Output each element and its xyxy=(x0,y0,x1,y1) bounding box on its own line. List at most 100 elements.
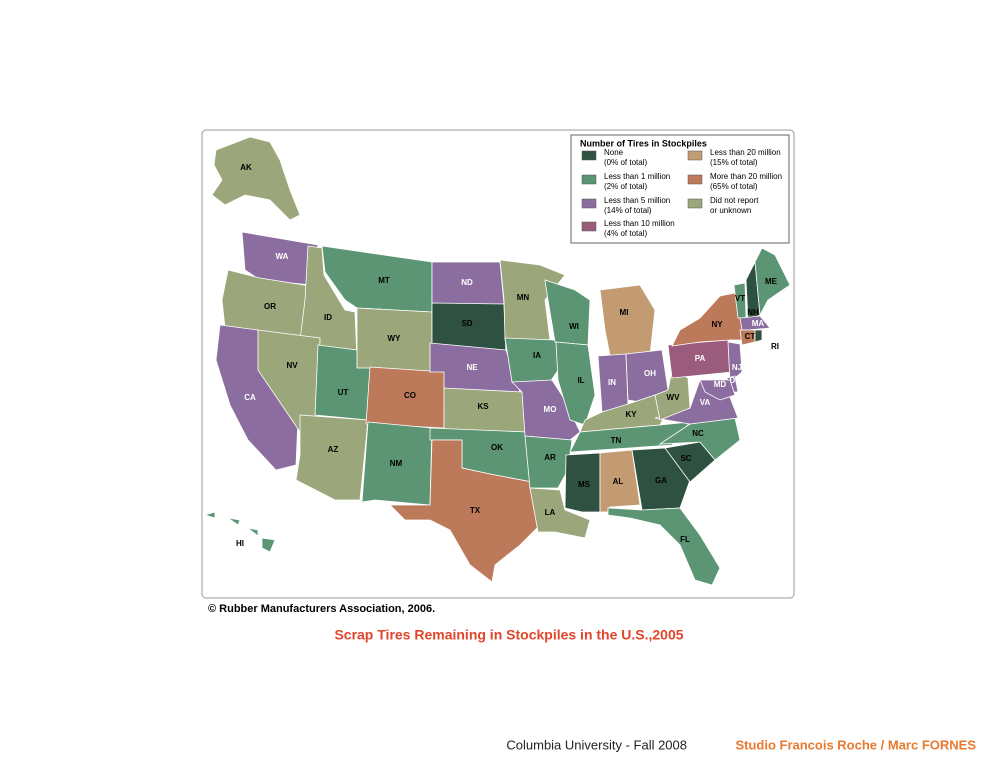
state-label: MN xyxy=(517,293,530,302)
state-shape xyxy=(499,259,566,341)
legend: Number of Tires in Stockpiles None(0% of… xyxy=(570,134,790,244)
state-label: NY xyxy=(711,320,723,329)
legend-label: Less than 10 million xyxy=(604,219,675,228)
state-shape xyxy=(247,527,259,537)
legend-label: None xyxy=(604,148,624,157)
state-label: ME xyxy=(765,277,778,286)
state-label: ID xyxy=(324,313,332,322)
state-label: NH xyxy=(747,308,759,317)
state-label: AZ xyxy=(328,445,339,454)
state-label: DE xyxy=(729,376,741,385)
state-shape xyxy=(529,487,591,539)
state-label: HI xyxy=(236,539,244,548)
legend-label: Less than 1 million xyxy=(604,172,670,181)
state-label: TX xyxy=(470,506,481,515)
state-label: VT xyxy=(735,294,745,303)
state-label: MA xyxy=(752,319,765,328)
state-label: NJ xyxy=(732,363,742,372)
state-label: AK xyxy=(240,163,252,172)
state-label: SC xyxy=(680,454,691,463)
state-shape xyxy=(599,284,656,357)
state-label: MO xyxy=(544,405,557,414)
state-label: WA xyxy=(276,252,289,261)
legend-share: (14% of total) xyxy=(604,206,652,215)
state-label: IA xyxy=(533,351,541,360)
legend-swatch xyxy=(687,150,703,161)
state-label: CA xyxy=(244,393,256,402)
state-shape xyxy=(739,315,771,331)
state-label: LA xyxy=(545,508,556,517)
state-shape xyxy=(754,247,791,317)
legend-share: (0% of total) xyxy=(604,158,647,167)
state-label: NC xyxy=(692,429,704,438)
state-label: MT xyxy=(378,276,390,285)
state-label: WV xyxy=(667,393,681,402)
state-label: AR xyxy=(544,453,556,462)
state-shape xyxy=(511,379,581,441)
legend-swatch xyxy=(687,174,703,185)
state-shape xyxy=(261,537,276,553)
source-note: © Rubber Manufacturers Association, 2006… xyxy=(208,603,435,615)
caption: Scrap Tires Remaining in Stockpiles in t… xyxy=(334,627,683,643)
state-shape xyxy=(299,245,358,361)
state-label: WI xyxy=(569,322,579,331)
legend-label: Less than 20 million xyxy=(710,148,781,157)
legend-swatch xyxy=(687,198,703,209)
legend-share: (2% of total) xyxy=(604,182,647,191)
state-shape xyxy=(631,447,691,511)
state-shape xyxy=(389,439,541,583)
state-label: TN xyxy=(611,436,622,445)
state-shape xyxy=(564,452,601,513)
state-label: NE xyxy=(466,363,478,372)
state-label: FL xyxy=(680,535,690,544)
state-label: NV xyxy=(286,361,298,370)
legend-swatch xyxy=(581,221,597,232)
legend-label: Did not report xyxy=(710,196,759,205)
legend-label: More than 20 million xyxy=(710,172,782,181)
state-label: MI xyxy=(620,308,629,317)
state-shape xyxy=(203,511,216,519)
state-shape xyxy=(654,369,691,421)
state-shape xyxy=(607,507,721,586)
state-label: WY xyxy=(388,334,402,343)
state-label: OK xyxy=(491,443,503,452)
state-label: VA xyxy=(700,398,711,407)
state-label: CT xyxy=(745,332,756,341)
state-label: MD xyxy=(714,380,727,389)
state-label: PA xyxy=(695,354,706,363)
state-shape xyxy=(727,341,743,383)
state-shape xyxy=(524,435,573,489)
footer-right: Studio Francois Roche / Marc FORNES xyxy=(735,737,976,752)
state-shape xyxy=(754,329,763,343)
state-label: GA xyxy=(655,476,667,485)
state-label: UT xyxy=(338,388,349,397)
legend-swatch xyxy=(581,150,597,161)
legend-title: Number of Tires in Stockpiles xyxy=(580,138,707,148)
legend-swatch xyxy=(581,174,597,185)
legend-box xyxy=(570,134,790,244)
state-label: AL xyxy=(613,477,624,486)
state-label: RI xyxy=(771,342,779,351)
state-shape xyxy=(211,136,301,221)
legend-share: (15% of total) xyxy=(710,158,758,167)
state-label: ND xyxy=(461,278,473,287)
state-label: CO xyxy=(404,391,416,400)
legend-swatch xyxy=(581,198,597,209)
state-label: MS xyxy=(578,480,591,489)
state-shape xyxy=(699,379,736,401)
state-shape xyxy=(361,421,433,506)
state-label: KY xyxy=(625,410,637,419)
legend-share: or unknown xyxy=(710,206,751,215)
legend-label: Less than 5 million xyxy=(604,196,670,205)
state-label: OR xyxy=(264,302,276,311)
state-label: IN xyxy=(608,378,616,387)
state-label: NM xyxy=(390,459,403,468)
state-label: OH xyxy=(644,369,656,378)
state-label: SD xyxy=(461,319,472,328)
legend-share: (65% of total) xyxy=(710,182,758,191)
states: AK WA OR CA ID NV MT WY UT AZ CO NM ND SD NE KS OK TX MN IA… xyxy=(203,136,791,586)
state-shape xyxy=(227,517,241,526)
state-label: KS xyxy=(477,402,489,411)
